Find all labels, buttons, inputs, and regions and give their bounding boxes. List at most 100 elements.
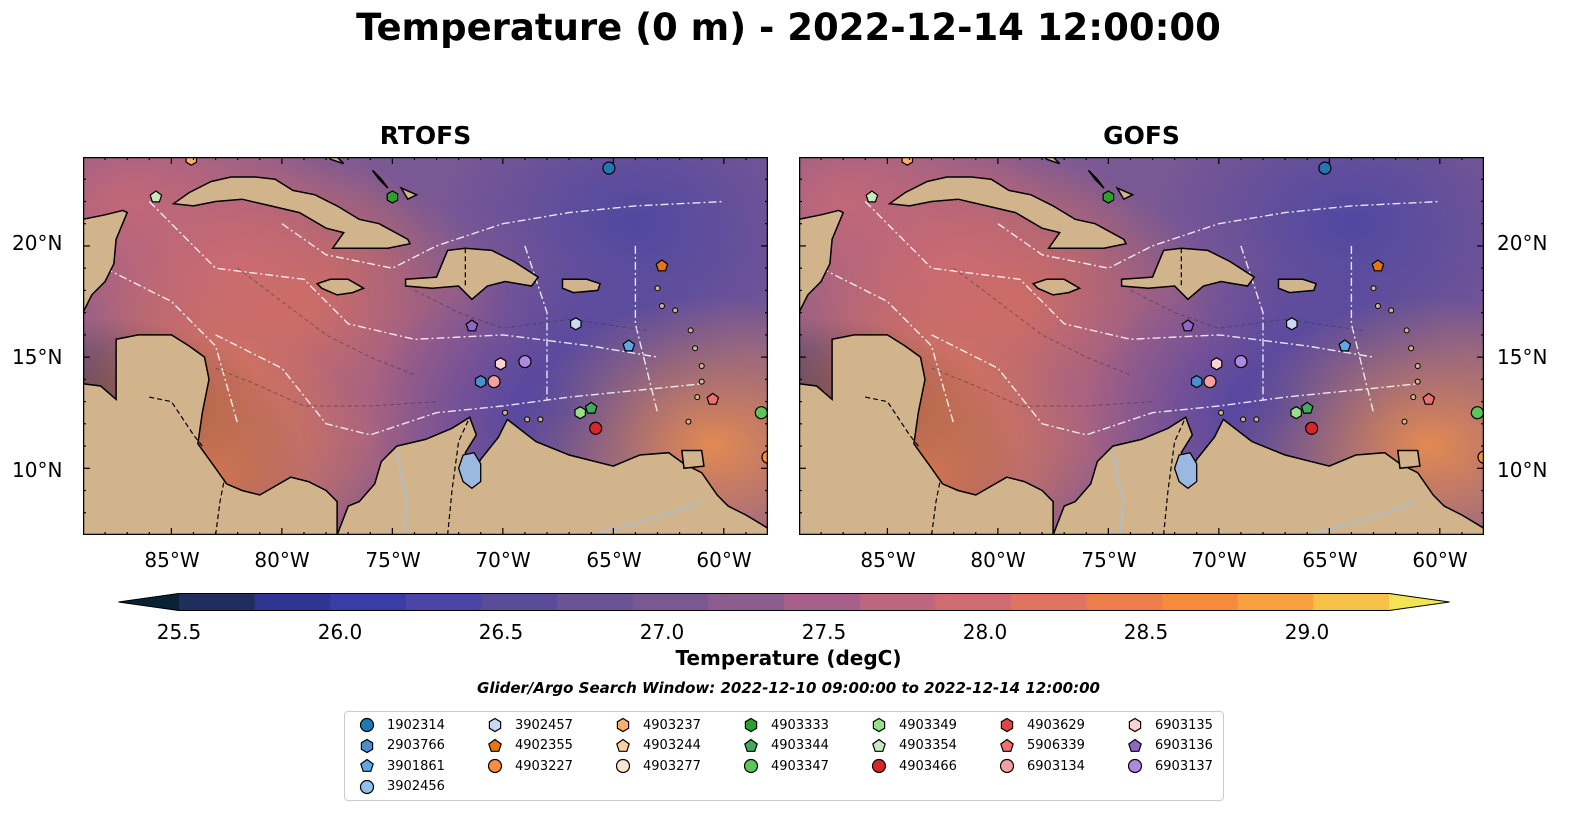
circle-marker-icon xyxy=(743,758,759,774)
float-marker-6903135[interactable] xyxy=(1210,357,1223,371)
legend-item-4903349[interactable]: 4903349 xyxy=(871,715,957,735)
colorbar-tick-label: 26.5 xyxy=(478,620,524,644)
panel-title-rtofs: RTOFS xyxy=(379,121,472,150)
float-marker-4903347[interactable] xyxy=(1470,406,1484,420)
float-marker-2903766[interactable] xyxy=(474,374,487,389)
float-marker-4903344[interactable] xyxy=(1300,401,1314,414)
legend-item-4903237[interactable]: 4903237 xyxy=(615,715,701,735)
legend-item-4902355[interactable]: 4902355 xyxy=(487,736,573,756)
lon-tick-label-gofs: 60°W xyxy=(1412,548,1468,572)
colorbar-tick-label: 28.0 xyxy=(962,620,1008,644)
legend-item-4903227[interactable]: 4903227 xyxy=(487,756,573,776)
colorbar-segment xyxy=(330,593,407,611)
legend-label: 4903347 xyxy=(771,758,829,774)
legend-item-4903344[interactable]: 4903344 xyxy=(743,736,829,756)
float-marker-3901861[interactable] xyxy=(1338,339,1352,352)
float-marker-5906339[interactable] xyxy=(706,392,720,405)
float-marker-4903333[interactable] xyxy=(386,190,399,204)
pentagon-marker-icon xyxy=(488,738,502,752)
colorbar-svg xyxy=(118,593,1450,611)
float-marker-4903344[interactable] xyxy=(584,401,598,414)
float-legend: 1902314 2903766 3901861 3902456 3902457 49023… xyxy=(344,711,1224,801)
float-marker-3902457[interactable] xyxy=(570,317,582,331)
legend-label: 3902456 xyxy=(387,779,445,794)
pentagon-marker-icon xyxy=(360,758,374,772)
float-marker-4902355[interactable] xyxy=(1371,259,1385,272)
circle-marker-icon xyxy=(615,758,631,774)
hexagon-marker-icon xyxy=(1128,717,1142,733)
float-marker-4903466[interactable] xyxy=(589,421,603,435)
legend-item-4903277[interactable]: 4903277 xyxy=(615,756,701,776)
float-marker-6903135[interactable] xyxy=(494,357,507,371)
float-marker-4903227[interactable] xyxy=(1477,450,1484,464)
map-panel-rtofs[interactable] xyxy=(83,157,768,535)
colorbar-tick-label: 29.0 xyxy=(1284,620,1330,644)
legend-item-4903354[interactable]: 4903354 xyxy=(871,736,957,756)
float-marker-4903466[interactable] xyxy=(1305,421,1319,435)
float-marker-2903766[interactable] xyxy=(1190,374,1203,389)
legend-item-6903137[interactable]: 6903137 xyxy=(1127,756,1213,776)
float-marker-6903137[interactable] xyxy=(1234,354,1248,369)
float-marker-4903354[interactable] xyxy=(865,190,879,203)
lon-tick-label-rtofs: 80°W xyxy=(254,548,310,572)
legend-label: 4903237 xyxy=(643,717,701,733)
float-marker-6903136[interactable] xyxy=(465,319,479,332)
legend-item-2903766[interactable]: 2903766 xyxy=(359,736,445,756)
search-window-text: Glider/Argo Search Window: 2022-12-10 09… xyxy=(477,679,1100,697)
circle-marker-icon xyxy=(871,758,887,774)
legend-label: 6903136 xyxy=(1155,738,1213,753)
float-marker-3901861[interactable] xyxy=(622,339,636,352)
lat-tick-label-right: 10°N xyxy=(1497,458,1548,482)
circle-marker-icon xyxy=(999,758,1015,774)
legend-item-6903135[interactable]: 6903135 xyxy=(1127,715,1213,735)
legend-item-3901861[interactable]: 3901861 xyxy=(359,756,445,776)
lon-tick-label-rtofs: 85°W xyxy=(144,548,200,572)
legend-item-5906339[interactable]: 5906339 xyxy=(999,736,1085,756)
float-marker-4903347[interactable] xyxy=(754,406,768,420)
legend-item-6903134[interactable]: 6903134 xyxy=(999,756,1085,776)
hexagon-marker-icon xyxy=(744,717,758,733)
colorbar-tick-label: 27.0 xyxy=(639,620,685,644)
legend-item-3902457[interactable]: 3902457 xyxy=(487,715,573,735)
legend-item-4903244[interactable]: 4903244 xyxy=(615,736,701,756)
colorbar-segment xyxy=(1010,593,1087,611)
colorbar-extend-high xyxy=(1389,593,1450,611)
float-marker-4903354[interactable] xyxy=(149,190,163,203)
float-marker-4903333[interactable] xyxy=(1102,190,1115,204)
float-marker-6903134[interactable] xyxy=(487,374,501,389)
float-marker-6903136[interactable] xyxy=(1181,319,1195,332)
colorbar-segment xyxy=(254,593,331,611)
legend-item-4903333[interactable]: 4903333 xyxy=(743,715,829,735)
float-marker-3902457[interactable] xyxy=(1286,317,1298,331)
float-marker-4903227[interactable] xyxy=(761,450,768,464)
colorbar-tick-label: 26.0 xyxy=(317,620,363,644)
colorbar-segment xyxy=(708,593,785,611)
legend-label: 6903135 xyxy=(1155,717,1213,733)
float-marker-6903134[interactable] xyxy=(1203,374,1217,389)
float-marker-1902314[interactable] xyxy=(602,161,616,175)
legend-item-3902456[interactable]: 3902456 xyxy=(359,777,445,797)
float-marker-4903349[interactable] xyxy=(574,406,586,420)
map-svg-gofs xyxy=(799,157,1484,535)
float-marker-1902314[interactable] xyxy=(1318,161,1332,175)
panel-title-gofs: GOFS xyxy=(1103,121,1180,150)
legend-label: 4903344 xyxy=(771,738,829,753)
legend-item-4903347[interactable]: 4903347 xyxy=(743,756,829,776)
legend-item-4903466[interactable]: 4903466 xyxy=(871,756,957,776)
legend-item-4903629[interactable]: 4903629 xyxy=(999,715,1085,735)
float-marker-5906339[interactable] xyxy=(1422,392,1436,405)
colorbar-segment xyxy=(481,593,558,611)
colorbar-extend-low xyxy=(118,593,179,611)
legend-item-6903136[interactable]: 6903136 xyxy=(1127,736,1213,756)
map-panel-gofs[interactable] xyxy=(799,157,1484,535)
legend-label: 3901861 xyxy=(387,758,445,774)
pentagon-marker-icon xyxy=(872,738,886,752)
float-marker-6903137[interactable] xyxy=(518,354,532,369)
circle-marker-icon xyxy=(487,758,503,774)
legend-item-1902314[interactable]: 1902314 xyxy=(359,715,445,735)
float-marker-4902355[interactable] xyxy=(655,259,669,272)
float-marker-4903349[interactable] xyxy=(1290,406,1302,420)
legend-label: 4903227 xyxy=(515,758,573,774)
legend-label: 3902457 xyxy=(515,717,573,733)
colorbar-segment xyxy=(632,593,709,611)
